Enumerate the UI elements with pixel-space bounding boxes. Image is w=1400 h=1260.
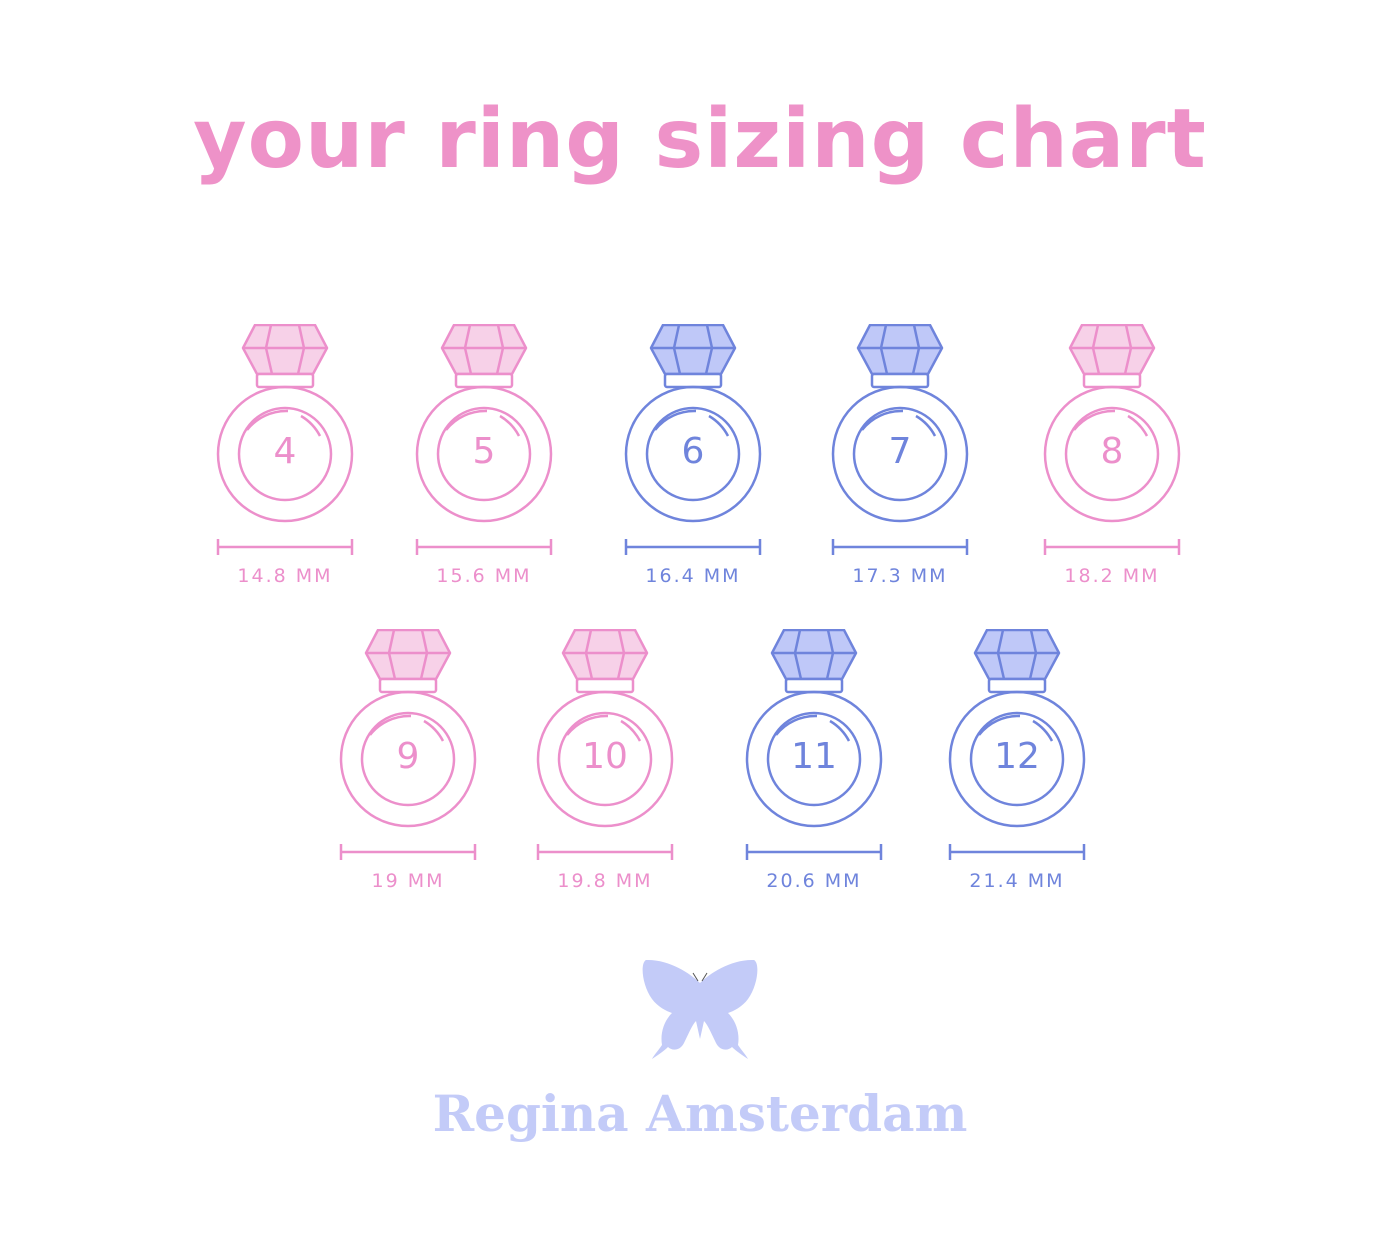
ring-size-number: 10 [582, 736, 628, 777]
ring-icon [948, 629, 1086, 860]
brand-name: Regina Amsterdam [432, 1084, 968, 1143]
gem-icon [561, 629, 649, 681]
gem-icon [649, 324, 737, 376]
ring-size-7: 7 17.3 MM [820, 324, 980, 604]
page-title: your ring sizing chart [193, 92, 1207, 187]
ring-size-number: 11 [791, 736, 837, 777]
ring-diameter-label: 16.4 MM [645, 565, 741, 587]
gem-icon [241, 324, 329, 376]
ring-icon [536, 629, 674, 860]
ring-diameter-label: 17.3 MM [852, 565, 948, 587]
ring-diameter-label: 19.8 MM [557, 870, 653, 892]
ring-size-4: 4 14.8 MM [205, 324, 365, 604]
ring-size-number: 5 [472, 431, 496, 472]
ring-size-9: 9 19 MM [328, 629, 488, 909]
ring-size-number: 9 [396, 736, 420, 777]
butterfly-icon [642, 959, 758, 1059]
ring-icon [831, 324, 969, 555]
ring-size-number: 7 [888, 431, 912, 472]
gem-icon [856, 324, 944, 376]
ring-diameter-label: 15.6 MM [436, 565, 532, 587]
ring-icon [1043, 324, 1181, 555]
ring-icon [745, 629, 883, 860]
gem-icon [1068, 324, 1156, 376]
ring-icon [415, 324, 553, 555]
ring-diameter-label: 14.8 MM [237, 565, 333, 587]
ring-size-8: 8 18.2 MM [1032, 324, 1192, 604]
ring-size-6: 6 16.4 MM [613, 324, 773, 604]
gem-icon [973, 629, 1061, 681]
ring-diameter-label: 18.2 MM [1064, 565, 1160, 587]
gem-icon [364, 629, 452, 681]
ring-size-number: 4 [273, 431, 297, 472]
ring-icon [339, 629, 477, 860]
ring-icon [216, 324, 354, 555]
ring-icon [624, 324, 762, 555]
gem-icon [440, 324, 528, 376]
ring-diameter-label: 21.4 MM [969, 870, 1065, 892]
ring-size-11: 11 20.6 MM [734, 629, 894, 909]
ring-size-5: 5 15.6 MM [404, 324, 564, 604]
ring-diameter-label: 19 MM [371, 870, 445, 892]
ring-size-12: 12 21.4 MM [937, 629, 1097, 909]
ring-diameter-label: 20.6 MM [766, 870, 862, 892]
ring-size-10: 10 19.8 MM [525, 629, 685, 909]
gem-icon [770, 629, 858, 681]
ring-size-number: 8 [1100, 431, 1124, 472]
ring-size-number: 6 [681, 431, 705, 472]
ring-size-number: 12 [994, 736, 1040, 777]
